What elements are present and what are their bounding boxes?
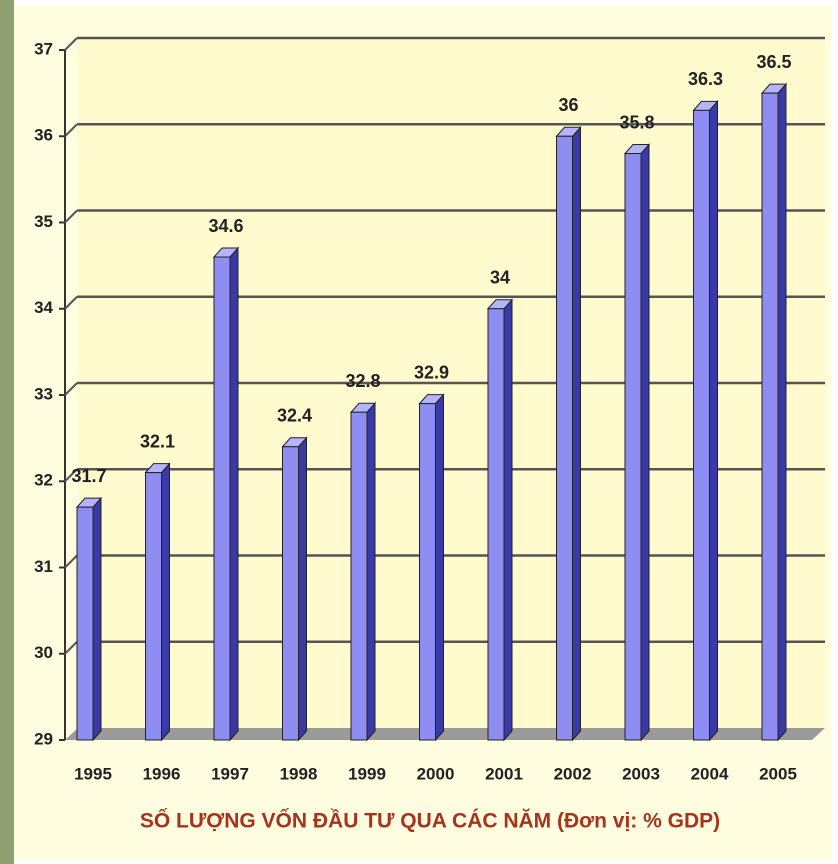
bar-side: [572, 125, 581, 742]
x-tick-label: 2004: [691, 764, 729, 783]
value-label: 32.8: [345, 371, 380, 391]
y-tick-label: 34: [34, 298, 53, 317]
background-edge: [0, 0, 14, 864]
x-tick-label: 2005: [759, 764, 797, 783]
x-tick-label: 2001: [485, 764, 523, 783]
grid-connector: [64, 468, 78, 482]
y-tick-label: 37: [34, 39, 53, 58]
x-tick-label: 1998: [280, 764, 318, 783]
x-tick-label: 2003: [622, 764, 660, 783]
bar: [624, 153, 642, 741]
value-label: 32.4: [277, 406, 312, 426]
value-label: 34.6: [208, 216, 243, 236]
grid-connector: [64, 37, 78, 51]
bar: [487, 308, 505, 741]
x-tick-label: 2000: [417, 764, 455, 783]
y-tick-label: 29: [34, 729, 53, 748]
bar: [761, 92, 779, 741]
bar: [213, 256, 231, 741]
y-tick-label: 35: [34, 212, 53, 231]
grid-connector: [64, 554, 78, 569]
y-tick-label: 36: [34, 126, 53, 145]
grid-connector: [64, 296, 78, 310]
x-tick-label: 1997: [211, 764, 249, 783]
bar: [145, 472, 162, 741]
x-axis-title: SỐ LƯỢNG VỐN ĐẦU TƯ QUA CÁC NĂM (Đơn vị:…: [140, 809, 720, 833]
bar: [419, 403, 436, 741]
x-tick-label: 1995: [74, 764, 112, 783]
bar-side: [435, 393, 444, 742]
bar: [76, 506, 94, 741]
value-label: 35.8: [619, 112, 654, 132]
bar-side: [92, 496, 102, 742]
value-label: 36: [558, 95, 578, 115]
value-label: 36.5: [756, 52, 791, 72]
bar-side: [640, 143, 650, 742]
x-tick-label: 1999: [348, 764, 386, 783]
bar: [556, 135, 573, 741]
y-tick-label: 33: [34, 384, 53, 403]
x-tick-label: 2002: [554, 764, 592, 783]
bar: [282, 446, 299, 741]
grid-connector: [64, 123, 78, 137]
bar: [693, 109, 710, 741]
y-tick-label: 31: [34, 557, 53, 576]
bar-side: [709, 100, 718, 742]
value-label: 36.3: [688, 69, 723, 89]
grid-connector: [64, 382, 78, 396]
value-label: 32.9: [414, 362, 449, 382]
value-label: 34: [490, 268, 510, 288]
bar-side: [777, 82, 787, 742]
x-tick-label: 1996: [143, 764, 181, 783]
bar-side: [161, 462, 170, 742]
bar-side: [298, 436, 307, 742]
bar-side: [503, 298, 513, 742]
y-tick-label: 30: [34, 643, 53, 662]
value-label: 32.1: [140, 431, 175, 451]
bar: [350, 411, 368, 741]
grid-connector: [64, 641, 78, 655]
bar-side: [366, 401, 376, 742]
grid-connector: [64, 209, 78, 224]
bar-side: [229, 246, 239, 742]
y-tick-label: 32: [34, 471, 53, 490]
value-label: 31.7: [71, 466, 106, 486]
